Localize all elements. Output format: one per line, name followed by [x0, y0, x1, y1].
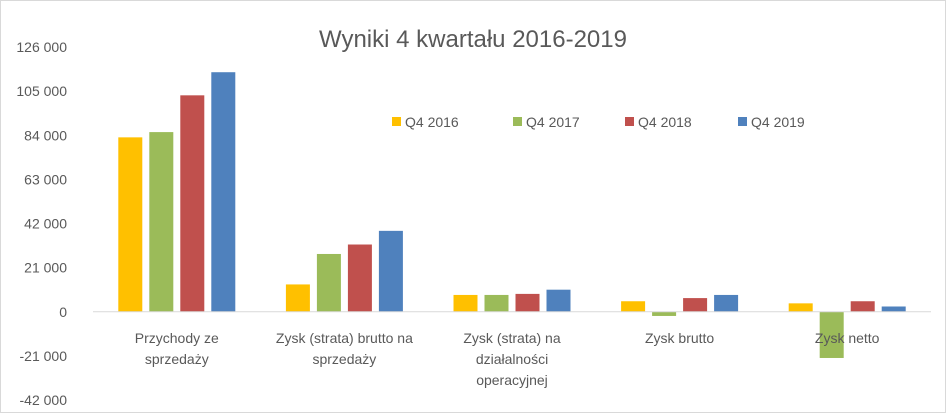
bar: [515, 293, 540, 312]
y-tick-label: 84 000: [24, 127, 67, 143]
bar: [788, 303, 813, 312]
chart-legend: Q4 2016 Q4 2017 Q4 2018 Q4 2019: [392, 114, 805, 130]
legend-item: Q4 2018: [625, 114, 692, 130]
y-tick-label: 0: [59, 304, 67, 320]
category-label: Zysk (strata) brutto na sprzedaży: [276, 330, 413, 367]
y-axis-tick-labels: -42 000 -21 000 0 21 000 42 000 63 000 84 000 1…: [16, 39, 67, 408]
bar-series-group: [118, 72, 906, 358]
bar: [118, 137, 143, 312]
y-tick-label: 21 000: [24, 260, 67, 276]
category-labels: Przychody ze sprzedaży Zysk (strata) brutt…: [135, 330, 880, 388]
y-tick-label: 126 000: [16, 39, 67, 55]
legend-item: Q4 2019: [738, 114, 805, 130]
bar: [149, 132, 174, 312]
legend-swatch: [625, 117, 634, 126]
legend-swatch: [392, 117, 401, 126]
legend-item: Q4 2016: [392, 114, 459, 130]
legend-label: Q4 2016: [405, 114, 459, 130]
bar: [484, 294, 509, 312]
legend-swatch: [513, 117, 522, 126]
bar: [546, 289, 571, 312]
category-label: Zysk (strata) na działalności operacyjnej: [463, 330, 560, 388]
legend-label: Q4 2019: [751, 114, 805, 130]
bar: [378, 230, 403, 312]
y-tick-label: -42 000: [20, 392, 68, 408]
bar: [211, 72, 236, 312]
category-label: Zysk brutto: [645, 330, 714, 346]
y-tick-label: -21 000: [20, 348, 68, 364]
y-tick-label: 42 000: [24, 216, 67, 232]
bar: [285, 284, 310, 312]
bar: [316, 253, 341, 312]
bar: [850, 301, 875, 312]
legend-label: Q4 2017: [526, 114, 580, 130]
chart-title: Wyniki 4 kwartału 2016-2019: [319, 26, 627, 53]
bar: [347, 244, 372, 312]
bar: [683, 298, 708, 312]
category-label: Zysk netto: [815, 330, 880, 346]
bar: [881, 306, 906, 312]
y-tick-label: 105 000: [16, 83, 67, 99]
bar: [453, 294, 478, 312]
legend-swatch: [738, 117, 747, 126]
y-tick-label: 63 000: [24, 171, 67, 187]
legend-item: Q4 2017: [513, 114, 580, 130]
bar: [819, 311, 844, 358]
bar: [714, 294, 739, 312]
bar: [652, 311, 677, 316]
legend-label: Q4 2018: [638, 114, 692, 130]
bar: [621, 301, 646, 312]
bar: [180, 95, 205, 312]
category-label: Przychody ze sprzedaży: [135, 330, 219, 367]
